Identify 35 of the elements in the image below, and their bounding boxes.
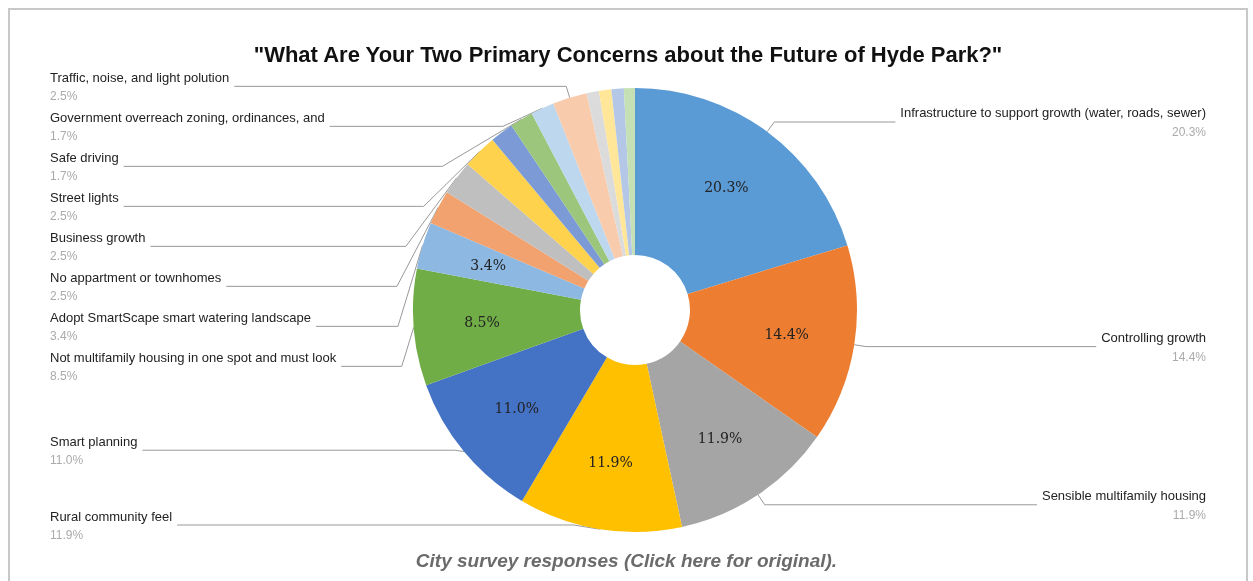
slice-label: Sensible multifamily housing bbox=[1041, 488, 1206, 504]
slice-label: Government overreach zoning, ordinances, and bbox=[50, 109, 325, 125]
text: 11.9% bbox=[50, 528, 84, 542]
text: 11.9% bbox=[1172, 507, 1206, 522]
text: 20.3% bbox=[1171, 124, 1206, 139]
data-label: 20.3% bbox=[704, 178, 749, 195]
data-label: 1.7% bbox=[50, 169, 78, 184]
slice-label: Not multifamily housing in one spot and must look bbox=[50, 349, 337, 365]
data-label: 2.5% bbox=[50, 289, 78, 304]
data-label: 8.5% bbox=[464, 314, 500, 331]
data-label: 2.5% bbox=[50, 249, 78, 264]
text: 11.0% bbox=[50, 453, 84, 468]
data-label: 2.5% bbox=[50, 89, 78, 104]
text: 3.4% bbox=[50, 329, 78, 344]
data-label: 11.9% bbox=[588, 453, 633, 470]
slice-label: Street lights bbox=[50, 189, 120, 205]
slice-label: No appartment or townhomes bbox=[50, 269, 222, 285]
slice-label: Smart planning bbox=[50, 433, 138, 449]
slice-label: Adopt SmartScape smart watering landscape bbox=[50, 309, 311, 325]
data-label: 2.5% bbox=[50, 209, 78, 224]
slice-label: Business growth bbox=[50, 229, 146, 245]
data-label: 3.4% bbox=[470, 257, 506, 274]
chart-title: "What Are Your Two Primary Concerns about the Future of Hyde Park?" bbox=[253, 41, 1003, 67]
text: 8.5% bbox=[50, 369, 78, 384]
data-label: 11.0% bbox=[494, 399, 539, 416]
slice-label: Traffic, noise, and light polution bbox=[50, 69, 230, 85]
text: City survey responses (Click here for original). bbox=[414, 550, 839, 572]
slice-label: Rural community feel bbox=[50, 508, 173, 524]
slice-label: Controlling growth bbox=[1101, 330, 1206, 346]
text: 14.4% bbox=[1171, 349, 1206, 364]
slice-label: Safe driving bbox=[50, 149, 119, 165]
data-label: 14.4% bbox=[764, 326, 809, 343]
data-label: 1.7% bbox=[50, 129, 78, 144]
data-label: 11.9% bbox=[697, 429, 743, 446]
slice-label: Infrastructure to support growth (water, roads, sewer) bbox=[900, 105, 1206, 121]
